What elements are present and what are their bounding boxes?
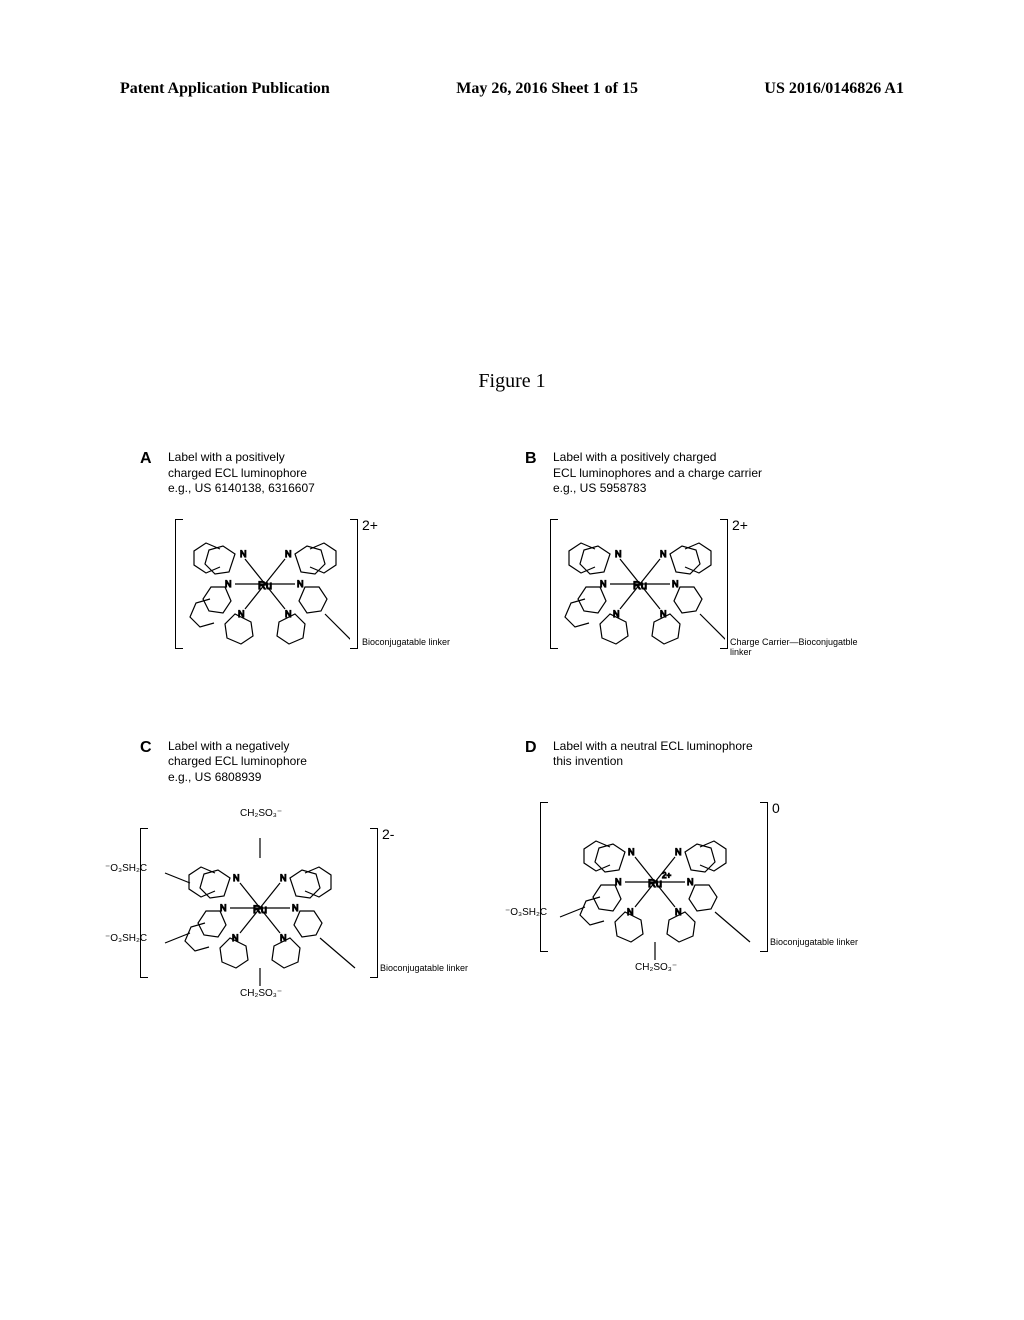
header-right: US 2016/0146826 A1	[764, 80, 904, 98]
panel-d-linker: Bioconjugatable linker	[770, 937, 858, 947]
svg-text:N: N	[225, 579, 232, 589]
panel-d-header: D Label with a neutral ECL luminophore t…	[525, 739, 880, 770]
panel-c-letter: C	[140, 739, 158, 757]
panel-c-desc-1: Label with a negatively	[168, 739, 307, 755]
panel-b-desc-3: e.g., US 5958783	[553, 481, 762, 497]
panel-c-sulf-bottom: CH₂SO₃⁻	[240, 988, 282, 999]
header-left: Patent Application Publication	[120, 80, 330, 98]
panel-c-sulf-top: CH₂SO₃⁻	[240, 808, 282, 819]
panel-b-desc-1: Label with a positively charged	[553, 450, 762, 466]
panel-a-molecule: Ru N N N N N N	[150, 509, 495, 699]
svg-text:N: N	[285, 549, 292, 559]
svg-text:N: N	[600, 579, 607, 589]
panel-a-letter: A	[140, 450, 158, 468]
svg-text:N: N	[672, 579, 679, 589]
bracket-right-icon	[350, 519, 358, 649]
panel-d-sulf-left: ⁻O₃SH₂C	[505, 907, 547, 918]
panel-a-desc-1: Label with a positively	[168, 450, 315, 466]
panel-b-charge: 2+	[732, 517, 748, 533]
panel-b: B Label with a positively charged ECL lu…	[525, 450, 880, 699]
svg-text:N: N	[240, 549, 247, 559]
svg-text:N: N	[660, 549, 667, 559]
panel-c-charge: 2-	[382, 826, 394, 842]
panel-d-charge: 0	[772, 800, 780, 816]
panel-c-desc-2: charged ECL luminophore	[168, 754, 307, 770]
svg-text:N: N	[233, 873, 240, 883]
svg-text:N: N	[615, 549, 622, 559]
panel-a-desc: Label with a positively charged ECL lumi…	[168, 450, 315, 497]
ru-complex-icon: Ru N N N N N N	[180, 519, 350, 649]
panel-c-linker: Bioconjugatable linker	[380, 963, 468, 973]
panel-b-letter: B	[525, 450, 543, 468]
bracket-right-icon	[370, 828, 378, 978]
svg-text:N: N	[297, 579, 304, 589]
panel-a-header: A Label with a positively charged ECL lu…	[140, 450, 495, 497]
panel-a-desc-2: charged ECL luminophore	[168, 466, 315, 482]
panel-d-desc: Label with a neutral ECL luminophore thi…	[553, 739, 753, 770]
panel-b-molecule: Ru N N N N N N	[535, 509, 880, 699]
panel-d-molecule: Ru 2+ N N N N N N	[535, 782, 880, 992]
bracket-left-icon	[540, 802, 548, 952]
panel-c: C Label with a negatively charged ECL lu…	[140, 739, 495, 1018]
panel-d: D Label with a neutral ECL luminophore t…	[525, 739, 880, 1018]
panel-d-desc-2: this invention	[553, 754, 753, 770]
figure-panels: A Label with a positively charged ECL lu…	[140, 450, 880, 1018]
panel-c-header: C Label with a negatively charged ECL lu…	[140, 739, 495, 786]
svg-text:N: N	[280, 873, 287, 883]
panel-c-sulf-left2: ⁻O₃SH₂C	[105, 933, 147, 944]
panel-d-sulf-bottom: CH₂SO₃⁻	[635, 962, 677, 973]
panel-b-desc-2: ECL luminophores and a charge carrier	[553, 466, 762, 482]
ru-complex-icon: Ru N N N N N N	[160, 828, 360, 988]
page-header: Patent Application Publication May 26, 2…	[0, 80, 1024, 98]
bracket-left-icon	[140, 828, 148, 978]
ru-complex-icon: Ru 2+ N N N N N N	[555, 802, 755, 962]
svg-text:N: N	[615, 877, 622, 887]
panel-a-desc-3: e.g., US 6140138, 6316607	[168, 481, 315, 497]
panel-c-desc: Label with a negatively charged ECL lumi…	[168, 739, 307, 786]
panel-b-desc: Label with a positively charged ECL lumi…	[553, 450, 762, 497]
figure-title: Figure 1	[0, 370, 1024, 393]
panel-b-header: B Label with a positively charged ECL lu…	[525, 450, 880, 497]
svg-text:N: N	[292, 903, 299, 913]
svg-text:N: N	[675, 847, 682, 857]
panel-d-letter: D	[525, 739, 543, 757]
panel-c-molecule: Ru N N N N N N	[150, 798, 495, 1018]
bracket-right-icon	[760, 802, 768, 952]
ru-complex-icon: Ru N N N N N N	[555, 519, 725, 649]
panel-a-linker: Bioconjugatable linker	[362, 637, 450, 647]
panel-b-linker: Charge Carrier—Bioconjugatble linker	[730, 637, 880, 657]
svg-text:N: N	[628, 847, 635, 857]
panel-a-charge: 2+	[362, 517, 378, 533]
svg-text:N: N	[220, 903, 227, 913]
panel-d-desc-1: Label with a neutral ECL luminophore	[553, 739, 753, 755]
panel-a: A Label with a positively charged ECL lu…	[140, 450, 495, 699]
header-center: May 26, 2016 Sheet 1 of 15	[456, 80, 638, 98]
svg-text:N: N	[687, 877, 694, 887]
panel-c-desc-3: e.g., US 6808939	[168, 770, 307, 786]
panel-c-sulf-left1: ⁻O₃SH₂C	[105, 863, 147, 874]
